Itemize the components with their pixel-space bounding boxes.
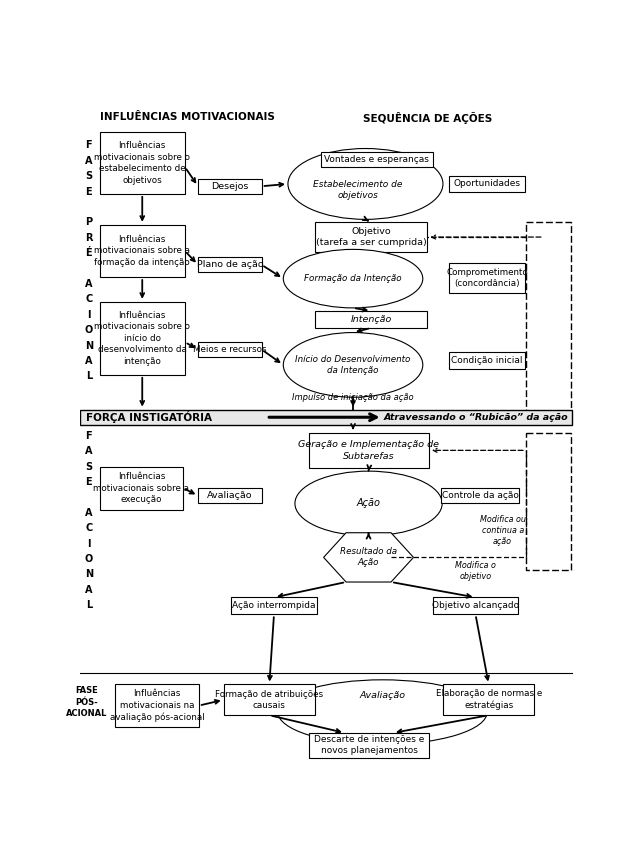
Text: L: L [85, 371, 92, 381]
Text: A: A [85, 508, 92, 518]
FancyBboxPatch shape [198, 257, 261, 272]
Text: Modifica ou
continua a
ação: Modifica ou continua a ação [480, 515, 526, 546]
Text: Resultado da
Ação: Resultado da Ação [340, 547, 397, 568]
Text: Atravessando o “Rubicão” da ação: Atravessando o “Rubicão” da ação [383, 412, 568, 422]
Text: Descarte de intenções e
novos planejamentos: Descarte de intenções e novos planejamen… [314, 735, 424, 755]
Ellipse shape [295, 471, 442, 536]
Text: É: É [85, 248, 92, 259]
FancyBboxPatch shape [100, 302, 185, 375]
Polygon shape [324, 533, 413, 582]
Text: Influências
motivacionais sobre o
início do
desenvolvimento da
intenção: Influências motivacionais sobre o início… [94, 311, 190, 366]
Text: INFLUÊNCIAS MOTIVACIONAIS: INFLUÊNCIAS MOTIVACIONAIS [100, 112, 275, 122]
FancyBboxPatch shape [198, 488, 261, 503]
Text: A: A [85, 279, 92, 289]
FancyBboxPatch shape [80, 410, 573, 425]
Text: Influências
motivacionais sobre o
estabelecimento de
objetivos: Influências motivacionais sobre o estabe… [94, 142, 190, 185]
Text: F: F [85, 430, 92, 441]
Text: F: F [85, 140, 92, 150]
Text: Ação interrompida: Ação interrompida [232, 601, 316, 611]
Text: SEQUÊNCIA DE AÇÕES: SEQUÊNCIA DE AÇÕES [363, 112, 492, 124]
Text: Modifica o
objetivo: Modifica o objetivo [455, 561, 496, 582]
Ellipse shape [283, 332, 423, 397]
Text: O: O [85, 326, 93, 335]
Ellipse shape [283, 249, 423, 308]
FancyBboxPatch shape [223, 685, 315, 716]
Text: A: A [85, 356, 92, 366]
FancyBboxPatch shape [449, 176, 525, 192]
Text: E: E [85, 477, 92, 487]
Text: Meios e recursos: Meios e recursos [193, 345, 266, 354]
Text: Vontades e esperanças: Vontades e esperanças [324, 155, 429, 164]
FancyBboxPatch shape [433, 597, 518, 614]
Text: L: L [85, 600, 92, 610]
FancyBboxPatch shape [309, 433, 429, 468]
FancyBboxPatch shape [320, 151, 433, 167]
FancyBboxPatch shape [443, 685, 534, 716]
Text: C: C [85, 295, 92, 304]
Text: Influências
motivacionais sobre a
execução: Influências motivacionais sobre a execuç… [94, 472, 189, 504]
Text: Formação de atribuições
causais: Formação de atribuições causais [215, 690, 324, 710]
Text: Controle da ação: Controle da ação [442, 491, 519, 500]
Ellipse shape [278, 679, 487, 745]
Text: P: P [85, 217, 92, 228]
Text: Plano de ação: Plano de ação [196, 260, 263, 269]
Text: Ação: Ação [356, 498, 381, 509]
Text: Formação da Intenção: Formação da Intenção [304, 274, 402, 283]
FancyBboxPatch shape [315, 311, 428, 328]
FancyBboxPatch shape [198, 342, 261, 357]
Text: Início do Desenvolvimento
da Intenção: Início do Desenvolvimento da Intenção [295, 355, 411, 375]
Text: Impulso de iniciação da ação: Impulso de iniciação da ação [292, 393, 414, 402]
FancyBboxPatch shape [449, 263, 525, 293]
FancyBboxPatch shape [100, 466, 184, 509]
Text: C: C [85, 523, 92, 533]
Text: Oportunidades: Oportunidades [454, 180, 521, 188]
FancyBboxPatch shape [442, 488, 519, 503]
Text: I: I [87, 310, 91, 320]
FancyBboxPatch shape [231, 597, 317, 614]
Text: A: A [85, 585, 92, 594]
Text: S: S [85, 171, 92, 181]
Text: E: E [85, 186, 92, 197]
FancyBboxPatch shape [198, 179, 261, 194]
FancyBboxPatch shape [315, 222, 428, 252]
Text: R: R [85, 233, 92, 243]
Text: Avaliação: Avaliação [207, 491, 252, 500]
Text: Elaboração de normas e
estratégias: Elaboração de normas e estratégias [435, 689, 542, 710]
Text: N: N [85, 570, 93, 579]
Text: N: N [85, 341, 93, 350]
FancyBboxPatch shape [100, 225, 185, 277]
Text: Influências
motivacionais na
avaliação pós-acional: Influências motivacionais na avaliação p… [110, 689, 204, 722]
Text: O: O [85, 554, 93, 564]
Text: Estabelecimento de
objetivos: Estabelecimento de objetivos [313, 180, 403, 200]
Text: A: A [85, 446, 92, 456]
Text: Comprometimento
(concordância): Comprometimento (concordância) [446, 268, 528, 288]
Text: Avaliação: Avaliação [360, 691, 406, 700]
FancyBboxPatch shape [309, 733, 429, 758]
Text: Condição inicial: Condição inicial [451, 356, 523, 365]
FancyBboxPatch shape [115, 685, 199, 727]
Ellipse shape [288, 149, 443, 219]
Text: I: I [87, 539, 91, 549]
Text: FASE
PÓS-
ACIONAL: FASE PÓS- ACIONAL [65, 685, 107, 718]
FancyBboxPatch shape [100, 132, 185, 194]
Text: Objetivo
(tarefa a ser cumprida): Objetivo (tarefa a ser cumprida) [316, 227, 427, 247]
Text: Intenção: Intenção [351, 315, 392, 324]
Text: Geração e Implementação de
Subtarefas: Geração e Implementação de Subtarefas [299, 440, 439, 460]
FancyBboxPatch shape [449, 352, 525, 369]
Text: Objetivo alcançado: Objetivo alcançado [432, 601, 519, 611]
Text: S: S [85, 461, 92, 472]
Text: FORÇA INSTIGATÓRIA: FORÇA INSTIGATÓRIA [87, 411, 213, 423]
Text: A: A [85, 155, 92, 166]
Text: Desejos: Desejos [211, 182, 248, 191]
Text: Influências
motivacionais sobre a
formação da intenção: Influências motivacionais sobre a formaç… [94, 235, 190, 267]
